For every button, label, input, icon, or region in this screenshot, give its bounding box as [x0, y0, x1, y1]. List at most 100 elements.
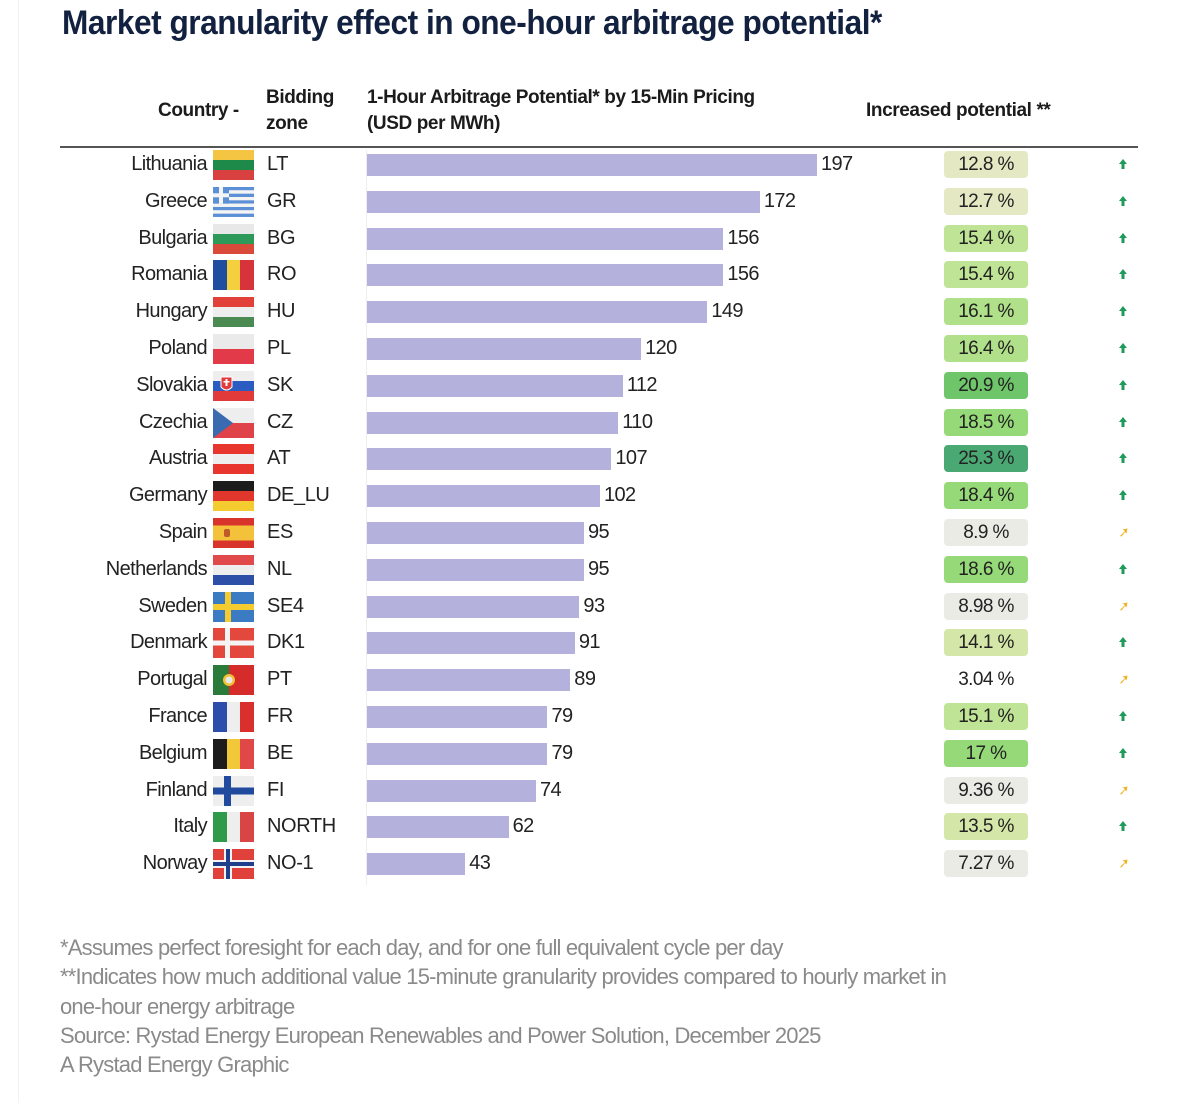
bidding-zone-label: AT [267, 447, 291, 470]
bar-value-label: 197 [821, 153, 853, 175]
country-label: Sweden [138, 594, 207, 617]
chart-row-north: Italy NORTH 62 13.5 % [0, 810, 1200, 847]
country-label: Germany [128, 484, 208, 507]
bidding-zone-label: NORTH [267, 815, 336, 838]
bar-value-label: 95 [588, 521, 610, 543]
country-label: Czechia [138, 410, 208, 433]
bidding-zone-label: NO-1 [267, 852, 314, 875]
bar-value-label: 62 [512, 815, 535, 838]
increase-badge: 20.9 % [944, 371, 1028, 399]
footnote-line: *Assumes perfect foresight for each day,… [60, 935, 784, 960]
arrow-up-right-icon [1116, 524, 1130, 540]
bidding-zone-label: GR [267, 189, 297, 212]
arrow-up-icon [1116, 266, 1130, 282]
bar-hu [367, 301, 708, 324]
poland-flag-icon [213, 334, 254, 364]
country-label: Poland [148, 337, 207, 359]
bar-es [367, 522, 584, 544]
increase-badge: 13.5 % [944, 813, 1028, 841]
bidding-zone-label: PT [267, 668, 292, 691]
increase-badge: 12.8 % [944, 151, 1028, 178]
chart-title: Market granularity effect in one-hour ar… [62, 4, 882, 42]
bidding-zone-label: SK [267, 373, 293, 396]
increase-badge: 16.4 % [944, 335, 1028, 362]
chart-row-ro: Romania RO 156 15.4 % [0, 258, 1200, 295]
chart-row-sk: Slovakia SK 112 20.9 % [0, 369, 1200, 406]
country-label: Romania [131, 263, 207, 286]
increase-badge: 14.1 % [944, 629, 1028, 657]
germany-flag-icon [213, 481, 254, 512]
bar-value-label: 43 [469, 852, 491, 875]
bar-se4 [367, 595, 580, 618]
bar-value-label: 110 [622, 410, 653, 433]
finland-flag-icon [213, 775, 254, 806]
arrow-up-icon [1116, 156, 1130, 172]
chart-row-fr: France FR 79 15.1 % [0, 700, 1200, 737]
chart-row-se4: Sweden SE4 93 8.98 % [0, 590, 1200, 627]
chart-row-fi: Finland FI 74 9.36 % [0, 774, 1200, 811]
country-label: Netherlands [105, 557, 208, 580]
header-increased-potential: Increased potential ** [866, 100, 1051, 121]
increase-badge: 3.04 % [958, 669, 1014, 691]
country-label: Denmark [130, 631, 208, 654]
bar-value-label: 156 [727, 263, 759, 286]
bulgaria-flag-icon [213, 223, 254, 254]
country-label: Spain [158, 521, 208, 543]
chart-row-no-1: Norway NO-1 43 7.27 % [0, 847, 1200, 884]
arrow-up-icon [1116, 487, 1130, 503]
bar-value-label: 172 [763, 189, 796, 212]
bar-value-label: 102 [603, 484, 636, 507]
country-label: Bulgaria [138, 226, 207, 249]
bidding-zone-label: PL [267, 337, 291, 359]
header-divider [60, 146, 1138, 148]
greece-flag-icon [213, 186, 254, 217]
chart-row-bg: Bulgaria BG 156 15.4 % [0, 222, 1200, 259]
bar-north [367, 816, 509, 839]
arrow-up-icon [1116, 561, 1130, 577]
czechia-flag-icon [213, 407, 254, 438]
arrow-up-right-icon [1116, 855, 1130, 871]
arrow-up-icon [1116, 303, 1130, 319]
increase-badge: 18.6 % [944, 555, 1028, 583]
chart-row-dk1: Denmark DK1 91 14.1 % [0, 626, 1200, 663]
bidding-zone-label: RO [267, 263, 297, 286]
bar-baseline [366, 150, 367, 885]
arrow-up-icon [1116, 745, 1130, 761]
footnote-line: **Indicates how much additional value 15… [60, 964, 947, 989]
increase-badge: 18.5 % [944, 408, 1028, 436]
increase-badge: 15.4 % [944, 261, 1028, 289]
arrow-up-icon [1116, 450, 1130, 466]
country-label: Slovakia [136, 373, 207, 396]
bar-value-label: 93 [583, 594, 605, 617]
bar-value-label: 120 [645, 337, 677, 359]
country-label: Norway [142, 852, 208, 875]
footnote-line: A Rystad Energy Graphic [60, 1052, 289, 1077]
increase-badge: 12.7 % [944, 187, 1028, 215]
country-label: France [148, 705, 207, 727]
bar-value-label: 79 [551, 705, 573, 727]
lithuania-flag-icon [213, 150, 254, 180]
country-label: Belgium [138, 741, 208, 764]
bidding-zone-label: HU [267, 300, 296, 323]
country-label: Portugal [137, 668, 207, 691]
bar-pt [367, 669, 571, 692]
chart-row-nl: Netherlands NL 95 18.6 % [0, 553, 1200, 590]
increase-badge: 9.36 % [944, 776, 1028, 804]
bidding-zone-label: DE_LU [267, 484, 330, 507]
increase-badge: 15.1 % [944, 703, 1028, 730]
country-label: Italy [173, 815, 207, 838]
bar-nl [367, 558, 584, 581]
header-country: Country - [158, 100, 239, 121]
norway-flag-icon [213, 849, 254, 880]
bar-ro [367, 264, 724, 287]
chart-frame [18, 0, 1200, 1103]
bidding-zone-label: SE4 [267, 594, 304, 617]
header-bidding-zone: Bidding zone [266, 85, 334, 137]
bar-be [367, 742, 548, 765]
bidding-zone-label: DK1 [267, 631, 305, 654]
austria-flag-icon [213, 444, 254, 475]
arrow-up-icon [1116, 230, 1130, 246]
hungary-flag-icon [213, 297, 254, 328]
denmark-flag-icon [213, 628, 254, 659]
slovakia-flag-icon [213, 370, 254, 401]
